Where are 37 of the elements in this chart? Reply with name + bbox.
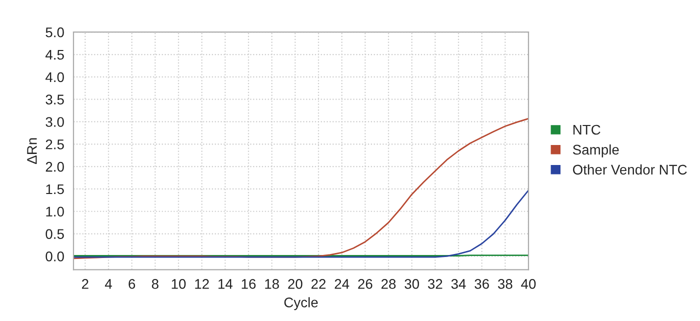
legend-label: Sample: [572, 144, 619, 158]
x-tick-label: 20: [288, 279, 302, 289]
x-tick-label: 14: [218, 279, 232, 289]
x-tick-label: 28: [381, 279, 396, 289]
y-tick-label: 4.0: [45, 72, 64, 82]
x-axis-title: Cycle: [284, 297, 318, 310]
x-tick-label: 8: [152, 279, 158, 289]
x-tick-label: 36: [474, 279, 489, 289]
x-tick-label: 10: [172, 279, 186, 289]
y-tick-label: 3.0: [46, 117, 64, 127]
x-tick-label: 4: [104, 279, 112, 289]
y-tick-label: 5.0: [46, 27, 64, 38]
x-tick-label: 22: [311, 279, 326, 289]
y-tick-label: 2.0: [46, 162, 64, 172]
x-tick-label: 6: [128, 279, 136, 289]
y-tick-label: 1.5: [46, 184, 64, 194]
legend-label: NTC: [573, 124, 600, 135]
y-tick-label: 4.5: [45, 50, 64, 60]
x-tick-label: 18: [265, 279, 279, 289]
y-tick-label: 1.0: [46, 206, 64, 217]
x-tick-label: 26: [358, 279, 372, 289]
line-series: [74, 190, 528, 258]
y-tick-label: 0.0: [46, 252, 64, 262]
x-tick-label: 34: [451, 279, 466, 289]
x-tick-label: 2: [82, 279, 88, 289]
y-axis-title: ΔRn: [27, 138, 37, 164]
y-tick-label: 0.5: [46, 229, 64, 239]
x-tick-label: 32: [428, 279, 442, 289]
x-tick-label: 40: [521, 279, 536, 289]
x-tick-label: 12: [195, 279, 209, 289]
x-tick-label: 16: [242, 279, 256, 289]
x-tick-label: 38: [498, 279, 512, 289]
y-tick-label: 2.5: [46, 139, 64, 150]
y-tick-label: 3.5: [46, 94, 64, 104]
x-tick-label: 30: [404, 279, 420, 289]
x-tick-label: 24: [334, 279, 350, 289]
legend-label: Other Vendor NTC: [572, 164, 687, 175]
